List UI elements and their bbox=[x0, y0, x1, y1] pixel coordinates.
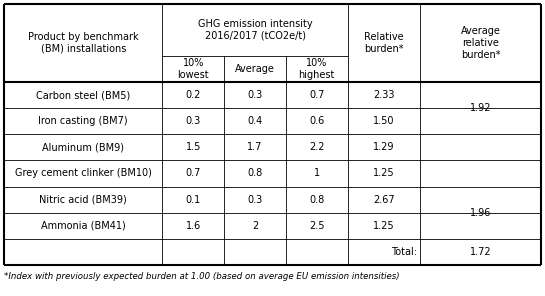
Text: 0.3: 0.3 bbox=[247, 195, 263, 205]
Text: Average
relative
burden*: Average relative burden* bbox=[461, 26, 500, 59]
Text: 1.50: 1.50 bbox=[373, 116, 395, 126]
Text: Product by benchmark
(BM) installations: Product by benchmark (BM) installations bbox=[28, 32, 138, 54]
Text: 0.2: 0.2 bbox=[186, 90, 201, 100]
Text: 10%
highest: 10% highest bbox=[299, 58, 335, 80]
Text: Relative
burden*: Relative burden* bbox=[364, 32, 404, 54]
Text: Average: Average bbox=[235, 64, 275, 74]
Text: 0.4: 0.4 bbox=[247, 116, 263, 126]
Text: 1.5: 1.5 bbox=[186, 142, 201, 152]
Text: Carbon steel (BM5): Carbon steel (BM5) bbox=[36, 90, 130, 100]
Text: *Index with previously expected burden at 1.00 (based on average EU emission int: *Index with previously expected burden a… bbox=[4, 272, 399, 281]
Text: Ammonia (BM41): Ammonia (BM41) bbox=[41, 221, 125, 231]
Text: 2.5: 2.5 bbox=[309, 221, 325, 231]
Text: 1.92: 1.92 bbox=[470, 103, 492, 113]
Text: 10%
lowest: 10% lowest bbox=[178, 58, 209, 80]
Text: 0.1: 0.1 bbox=[186, 195, 201, 205]
Text: Nitric acid (BM39): Nitric acid (BM39) bbox=[39, 195, 127, 205]
Text: 1.7: 1.7 bbox=[247, 142, 263, 152]
Text: 2.2: 2.2 bbox=[309, 142, 325, 152]
Text: GHG emission intensity
2016/2017 (tCO2e/t): GHG emission intensity 2016/2017 (tCO2e/… bbox=[198, 19, 312, 41]
Text: 1.25: 1.25 bbox=[373, 221, 395, 231]
Text: 2: 2 bbox=[252, 221, 258, 231]
Text: 1: 1 bbox=[314, 168, 320, 178]
Text: 0.7: 0.7 bbox=[186, 168, 201, 178]
Text: 0.6: 0.6 bbox=[309, 116, 324, 126]
Text: 1.6: 1.6 bbox=[186, 221, 201, 231]
Text: 1.96: 1.96 bbox=[470, 208, 491, 218]
Text: 2.67: 2.67 bbox=[373, 195, 395, 205]
Text: 0.8: 0.8 bbox=[247, 168, 263, 178]
Text: Grey cement clinker (BM10): Grey cement clinker (BM10) bbox=[15, 168, 152, 178]
Text: 1.25: 1.25 bbox=[373, 168, 395, 178]
Text: 1.72: 1.72 bbox=[470, 247, 492, 257]
Text: Iron casting (BM7): Iron casting (BM7) bbox=[38, 116, 128, 126]
Text: 0.3: 0.3 bbox=[247, 90, 263, 100]
Text: 1.29: 1.29 bbox=[373, 142, 395, 152]
Text: Aluminum (BM9): Aluminum (BM9) bbox=[42, 142, 124, 152]
Text: 0.3: 0.3 bbox=[186, 116, 201, 126]
Text: 0.7: 0.7 bbox=[309, 90, 324, 100]
Text: Total:: Total: bbox=[391, 247, 417, 257]
Text: 2.33: 2.33 bbox=[373, 90, 395, 100]
Text: 0.8: 0.8 bbox=[309, 195, 324, 205]
